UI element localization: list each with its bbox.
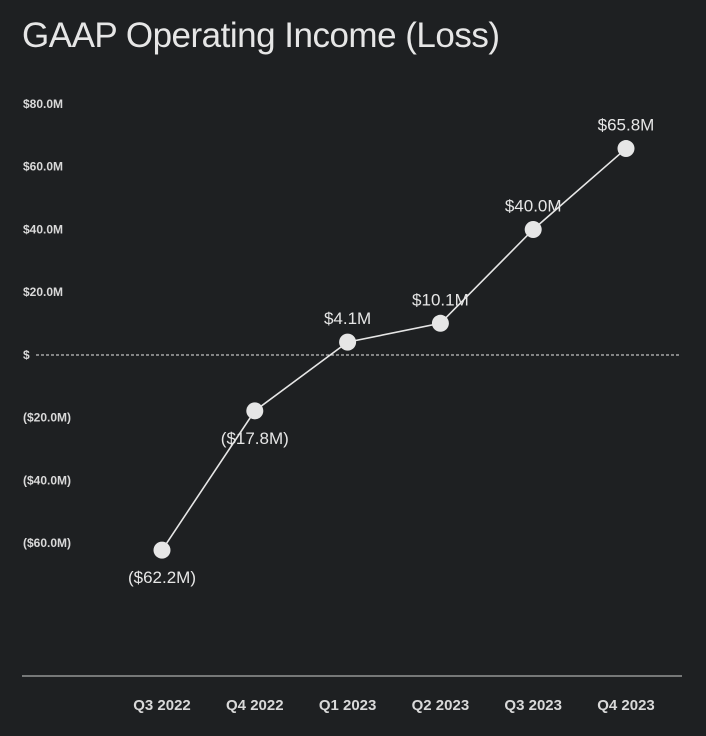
y-tick-label: $20.0M — [23, 285, 63, 299]
y-tick-label: ($60.0M) — [23, 536, 71, 550]
data-label: ($62.2M) — [128, 568, 196, 587]
data-label: $65.8M — [598, 116, 655, 135]
data-points — [153, 140, 635, 559]
data-label: $10.1M — [412, 290, 469, 309]
y-axis: $80.0M $60.0M $40.0M $20.0M $ ($20.0M) ($40.0M… — [23, 97, 71, 550]
data-point — [524, 220, 542, 238]
data-point — [431, 314, 449, 332]
data-point — [246, 402, 264, 420]
data-point — [339, 333, 357, 351]
y-tick-label: ($20.0M) — [23, 411, 71, 425]
data-labels: ($62.2M) ($17.8M) $4.1M $10.1M $40.0M $65.8M — [128, 116, 654, 588]
y-tick-label: $ — [23, 348, 30, 362]
y-tick-label: $40.0M — [23, 222, 63, 236]
series-line — [161, 147, 627, 551]
x-tick-label: Q4 2023 — [597, 697, 655, 714]
data-point — [153, 541, 171, 559]
x-tick-label: Q3 2022 — [133, 697, 191, 714]
y-tick-label: $60.0M — [23, 160, 63, 174]
data-label: $4.1M — [324, 309, 371, 328]
x-tick-label: Q4 2022 — [226, 697, 284, 714]
x-tick-label: Q2 2023 — [412, 697, 470, 714]
x-tick-label: Q3 2023 — [504, 697, 562, 714]
x-tick-label: Q1 2023 — [319, 697, 377, 714]
x-axis: Q3 2022 Q4 2022 Q1 2023 Q2 2023 Q3 2023 Q4 20… — [133, 697, 655, 714]
y-tick-label: $80.0M — [23, 97, 63, 111]
data-point — [617, 140, 635, 158]
data-label: $40.0M — [505, 196, 562, 215]
chart-title: GAAP Operating Income (Loss) — [22, 16, 500, 55]
data-label: ($17.8M) — [221, 429, 289, 448]
y-tick-label: ($40.0M) — [23, 473, 71, 487]
